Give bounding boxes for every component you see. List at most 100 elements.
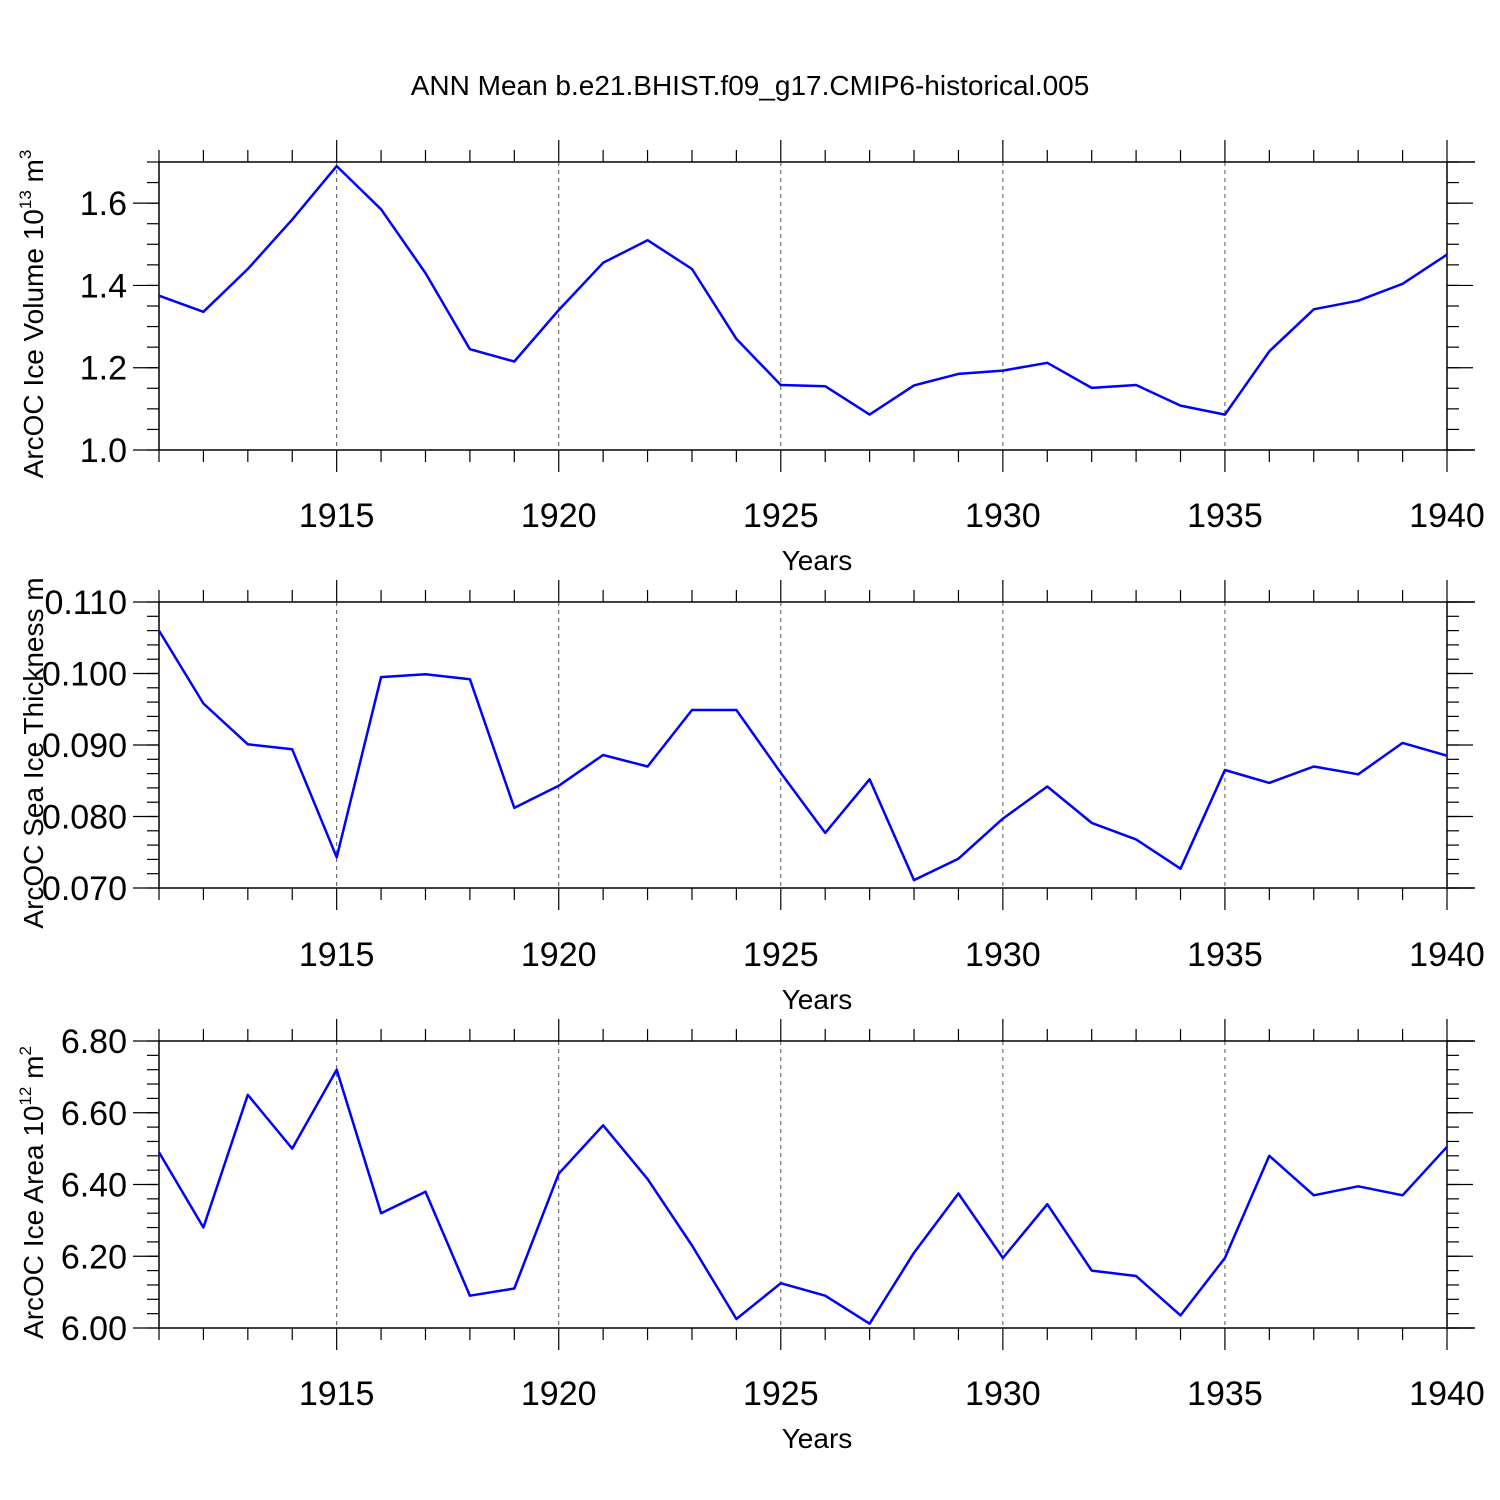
xtick-label-1925: 1925 (743, 1375, 819, 1413)
y-axis-title: ArcOC Ice Volume 1013 m3 (16, 150, 49, 479)
ytick-label: 6.80 (61, 1023, 127, 1061)
data-point-area-1913 (246, 1093, 250, 1097)
data-point-volume-1932 (1090, 386, 1094, 390)
data-point-thickness-1933 (1134, 837, 1138, 841)
y-axis-title: ArcOC Ice Area 1012 m2 (16, 1046, 49, 1339)
data-point-thickness-1915 (335, 855, 339, 859)
ytick-label: 0.100 (42, 656, 127, 694)
series-line-area (157, 1068, 1448, 1325)
panel-thickness: 0.070 0.080 0.090 0.100 0.110 1915 1920 1925 193… (18, 577, 1485, 1015)
data-point-volume-1914 (290, 218, 294, 222)
data-point-volume-1915 (335, 164, 339, 168)
y-axis-title-exponent: 12 (16, 1087, 35, 1106)
xtick-label-1940: 1940 (1409, 936, 1485, 974)
data-point-volume-1917 (423, 271, 427, 275)
data-point-thickness-1931 (1045, 784, 1049, 788)
data-point-thickness-1911 (157, 629, 161, 633)
xtick-label-1915: 1915 (299, 936, 375, 974)
data-point-volume-1921 (601, 261, 605, 265)
xtick-label-1925: 1925 (743, 936, 819, 974)
data-point-thickness-1916 (379, 675, 383, 679)
data-point-volume-1924 (734, 337, 738, 341)
x-axis-title: Years (782, 984, 853, 1015)
data-point-thickness-1924 (734, 708, 738, 712)
ytick-label: 1.2 (80, 350, 127, 388)
data-point-volume-1926 (823, 384, 827, 388)
xtick-label-1940: 1940 (1409, 1375, 1485, 1413)
data-point-volume-1930 (1001, 369, 1005, 373)
data-point-volume-1913 (246, 267, 250, 271)
data-point-thickness-1913 (246, 742, 250, 746)
data-point-thickness-1921 (601, 753, 605, 757)
data-point-volume-1937 (1312, 307, 1316, 311)
data-point-thickness-1925 (779, 771, 783, 775)
ytick-label: 6.00 (61, 1310, 127, 1348)
data-point-area-1920 (557, 1172, 561, 1176)
panel-volume: 1.0 1.2 1.4 1.6 1915 1920 1925 1930 1935 1940 Year… (16, 140, 1485, 576)
data-point-thickness-1929 (956, 857, 960, 861)
data-point-area-1912 (201, 1226, 205, 1230)
data-point-volume-1935 (1223, 413, 1227, 417)
data-point-area-1933 (1134, 1274, 1138, 1278)
panel-area: 6.00 6.20 6.40 6.60 6.80 1915 1920 1925 1930 1935… (16, 1019, 1485, 1454)
ytick-label: 6.60 (61, 1095, 127, 1133)
data-point-volume-1911 (157, 294, 161, 298)
data-point-volume-1918 (468, 347, 472, 351)
data-point-area-1930 (1001, 1256, 1005, 1260)
data-point-thickness-1939 (1401, 741, 1405, 745)
data-point-area-1936 (1267, 1154, 1271, 1158)
data-point-volume-1927 (868, 413, 872, 417)
ytick-label: 6.40 (61, 1167, 127, 1205)
data-point-area-1938 (1356, 1184, 1360, 1188)
series-line-volume (158, 164, 1448, 416)
data-point-volume-1940 (1445, 253, 1449, 257)
data-point-area-1919 (512, 1287, 516, 1291)
data-point-thickness-1922 (646, 764, 650, 768)
data-point-volume-1933 (1134, 383, 1138, 387)
ytick-label: 0.090 (42, 727, 127, 765)
data-point-thickness-1918 (468, 677, 472, 681)
data-point-thickness-1940 (1445, 754, 1449, 758)
data-point-thickness-1937 (1312, 764, 1316, 768)
data-point-area-1929 (956, 1191, 960, 1195)
data-point-volume-1925 (779, 383, 783, 387)
xtick-label-1935: 1935 (1187, 1375, 1263, 1413)
y-axis-title-unit: m (18, 1056, 49, 1087)
data-point-thickness-1926 (823, 831, 827, 835)
xtick-label-1920: 1920 (521, 1375, 597, 1413)
data-point-thickness-1936 (1267, 781, 1271, 785)
xtick-label-1940: 1940 (1409, 497, 1485, 535)
data-point-volume-1928 (912, 383, 916, 387)
y-axis-title-unit-exponent: 3 (16, 150, 35, 159)
data-point-area-1931 (1045, 1202, 1049, 1206)
data-point-thickness-1920 (557, 784, 561, 788)
data-point-volume-1939 (1401, 282, 1405, 286)
data-point-area-1928 (912, 1251, 916, 1255)
ytick-label: 0.080 (42, 799, 127, 837)
data-point-volume-1919 (512, 360, 516, 364)
data-point-area-1940 (1445, 1145, 1449, 1149)
y-axis-title-exponent: 13 (16, 190, 35, 209)
data-point-area-1926 (823, 1294, 827, 1298)
data-point-volume-1934 (1179, 404, 1183, 408)
data-point-volume-1912 (201, 310, 205, 314)
data-point-area-1932 (1090, 1269, 1094, 1273)
xtick-label-1930: 1930 (965, 497, 1041, 535)
data-point-area-1924 (734, 1317, 738, 1321)
data-point-area-1918 (468, 1294, 472, 1298)
xtick-label-1925: 1925 (743, 497, 819, 535)
data-point-thickness-1914 (290, 747, 294, 751)
xtick-label-1915: 1915 (299, 1375, 375, 1413)
data-point-thickness-1935 (1223, 768, 1227, 772)
ytick-label: 1.0 (80, 432, 127, 470)
data-point-thickness-1912 (201, 702, 205, 706)
data-point-thickness-1923 (690, 708, 694, 712)
data-point-area-1923 (690, 1243, 694, 1247)
ytick-label: 1.6 (80, 185, 127, 223)
data-point-volume-1922 (646, 238, 650, 242)
data-point-volume-1916 (379, 207, 383, 211)
data-point-area-1935 (1223, 1256, 1227, 1260)
y-axis-title-main: ArcOC Ice Area 10 (18, 1106, 49, 1339)
